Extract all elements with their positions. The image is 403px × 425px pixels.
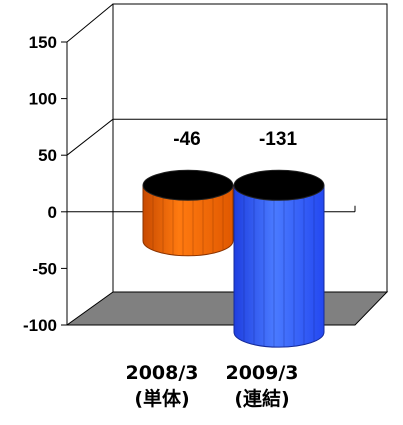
category-line1: 2008/3: [125, 362, 199, 384]
gridlines: [66, 118, 387, 156]
y-axis-ticks: 150 100 50 0 -50 -100: [23, 33, 67, 335]
y-tick-label: 100: [29, 90, 57, 109]
bar-top: [233, 169, 325, 201]
category-line1: 2009/3: [225, 362, 299, 384]
data-label-0: -46: [173, 129, 200, 150]
y-tick-label: -100: [23, 316, 57, 335]
bars: [67, 169, 356, 348]
y-tick-label: 0: [48, 203, 57, 222]
category-line2: (連結): [234, 388, 290, 410]
chart-floor: [65, 291, 389, 326]
chart-frame: [66, 3, 388, 325]
bar-body: [233, 184, 325, 348]
x-category-label-0: 2008/3 (単体): [107, 360, 217, 412]
y-tick-label: -50: [32, 259, 57, 278]
y-tick-label: 150: [29, 33, 57, 52]
bar-1: [233, 169, 325, 348]
bar-body: [142, 184, 234, 257]
category-line2: (単体): [134, 388, 190, 410]
x-category-label-1: 2009/3 (連結): [207, 360, 317, 412]
data-label-1: -131: [259, 129, 297, 150]
left-wall-top-edge: [66, 3, 114, 43]
data-labels: -46 -131: [173, 129, 297, 150]
bar-top: [142, 169, 234, 201]
bar-0: [142, 169, 234, 257]
y-tick-label: 50: [38, 146, 57, 165]
gridline-left-0: [66, 118, 114, 156]
